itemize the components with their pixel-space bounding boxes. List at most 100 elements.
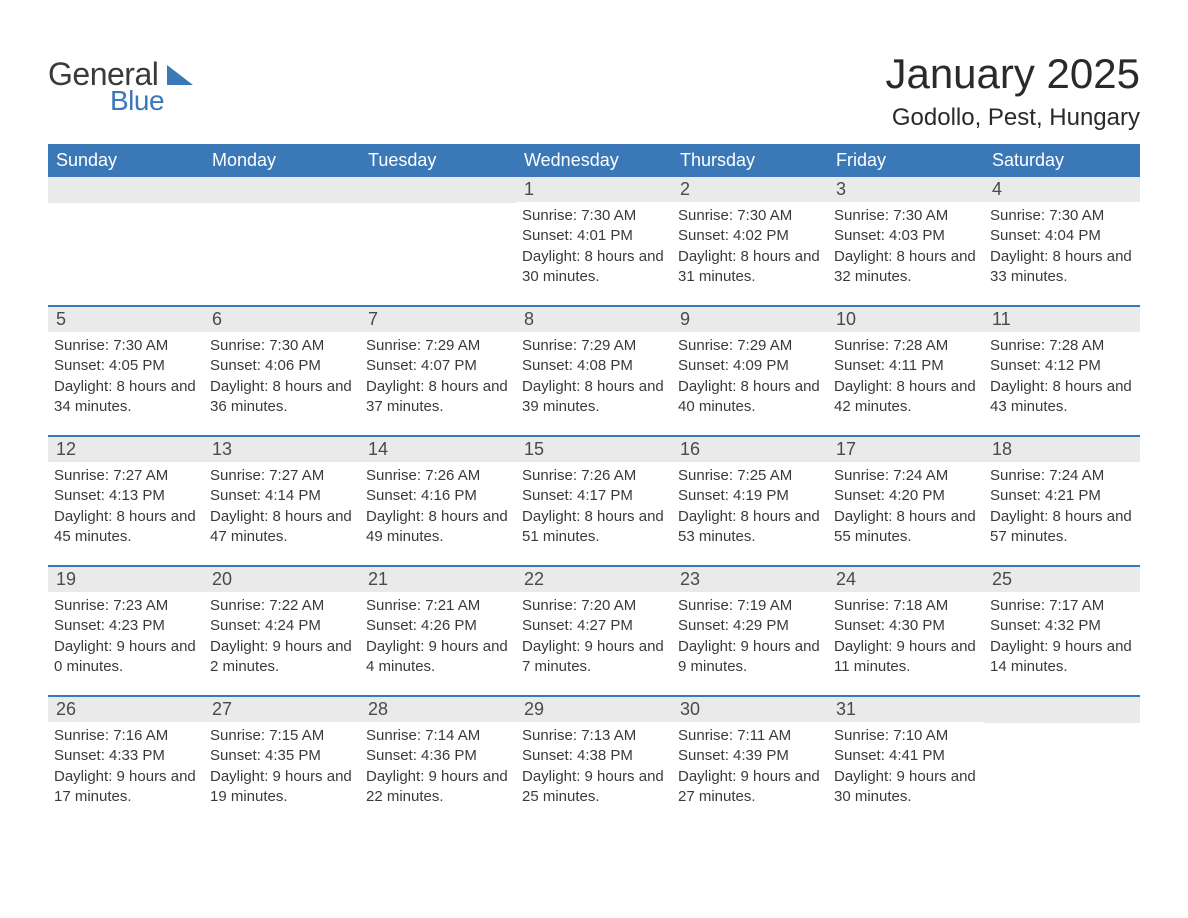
sunrise-line: Sunrise: 7:29 AM: [678, 336, 822, 356]
day-body: Sunrise: 7:13 AMSunset: 4:38 PMDaylight:…: [516, 722, 672, 813]
sunrise-line: Sunrise: 7:30 AM: [54, 336, 198, 356]
day-cell: 31Sunrise: 7:10 AMSunset: 4:41 PMDayligh…: [828, 697, 984, 825]
weekday-header-cell: Saturday: [984, 144, 1140, 177]
daylight-line: Daylight: 8 hours and 57 minutes.: [990, 507, 1134, 548]
weekday-header-cell: Friday: [828, 144, 984, 177]
sunset-line: Sunset: 4:38 PM: [522, 746, 666, 766]
daylight-line: Daylight: 8 hours and 34 minutes.: [54, 377, 198, 418]
day-body: Sunrise: 7:26 AMSunset: 4:17 PMDaylight:…: [516, 462, 672, 553]
day-body: Sunrise: 7:28 AMSunset: 4:12 PMDaylight:…: [984, 332, 1140, 423]
sunset-line: Sunset: 4:19 PM: [678, 486, 822, 506]
day-body: Sunrise: 7:28 AMSunset: 4:11 PMDaylight:…: [828, 332, 984, 423]
day-cell: [360, 177, 516, 305]
day-number: 12: [48, 437, 204, 462]
day-body: [360, 203, 516, 213]
calendar-page: General Blue January 2025 Godollo, Pest,…: [0, 0, 1188, 865]
day-cell: 27Sunrise: 7:15 AMSunset: 4:35 PMDayligh…: [204, 697, 360, 825]
daylight-line: Daylight: 9 hours and 30 minutes.: [834, 767, 978, 808]
sunset-line: Sunset: 4:02 PM: [678, 226, 822, 246]
daylight-line: Daylight: 8 hours and 49 minutes.: [366, 507, 510, 548]
daylight-line: Daylight: 8 hours and 31 minutes.: [678, 247, 822, 288]
day-body: Sunrise: 7:30 AMSunset: 4:01 PMDaylight:…: [516, 202, 672, 293]
week-row: 1Sunrise: 7:30 AMSunset: 4:01 PMDaylight…: [48, 177, 1140, 305]
sunset-line: Sunset: 4:01 PM: [522, 226, 666, 246]
sunrise-line: Sunrise: 7:30 AM: [678, 206, 822, 226]
day-body: [984, 723, 1140, 733]
day-body: Sunrise: 7:20 AMSunset: 4:27 PMDaylight:…: [516, 592, 672, 683]
sunrise-line: Sunrise: 7:15 AM: [210, 726, 354, 746]
day-body: Sunrise: 7:17 AMSunset: 4:32 PMDaylight:…: [984, 592, 1140, 683]
day-body: Sunrise: 7:24 AMSunset: 4:21 PMDaylight:…: [984, 462, 1140, 553]
sunset-line: Sunset: 4:07 PM: [366, 356, 510, 376]
sunset-line: Sunset: 4:09 PM: [678, 356, 822, 376]
day-cell: 4Sunrise: 7:30 AMSunset: 4:04 PMDaylight…: [984, 177, 1140, 305]
day-number: 13: [204, 437, 360, 462]
day-cell: 23Sunrise: 7:19 AMSunset: 4:29 PMDayligh…: [672, 567, 828, 695]
daylight-line: Daylight: 8 hours and 45 minutes.: [54, 507, 198, 548]
day-cell: 30Sunrise: 7:11 AMSunset: 4:39 PMDayligh…: [672, 697, 828, 825]
daylight-line: Daylight: 9 hours and 11 minutes.: [834, 637, 978, 678]
sunset-line: Sunset: 4:32 PM: [990, 616, 1134, 636]
sunset-line: Sunset: 4:26 PM: [366, 616, 510, 636]
day-cell: 1Sunrise: 7:30 AMSunset: 4:01 PMDaylight…: [516, 177, 672, 305]
day-body: Sunrise: 7:30 AMSunset: 4:06 PMDaylight:…: [204, 332, 360, 423]
day-number: [360, 177, 516, 203]
sunrise-line: Sunrise: 7:27 AM: [54, 466, 198, 486]
sunset-line: Sunset: 4:03 PM: [834, 226, 978, 246]
daylight-line: Daylight: 9 hours and 27 minutes.: [678, 767, 822, 808]
day-number: 28: [360, 697, 516, 722]
day-cell: 16Sunrise: 7:25 AMSunset: 4:19 PMDayligh…: [672, 437, 828, 565]
day-cell: 5 Sunrise: 7:30 AMSunset: 4:05 PMDaylight…: [48, 307, 204, 435]
day-body: Sunrise: 7:22 AMSunset: 4:24 PMDaylight:…: [204, 592, 360, 683]
sunrise-line: Sunrise: 7:13 AM: [522, 726, 666, 746]
daylight-line: Daylight: 8 hours and 37 minutes.: [366, 377, 510, 418]
day-number: 5: [48, 307, 204, 332]
day-number: 2: [672, 177, 828, 202]
day-cell: [48, 177, 204, 305]
day-cell: 9Sunrise: 7:29 AMSunset: 4:09 PMDaylight…: [672, 307, 828, 435]
header-row: General Blue January 2025 Godollo, Pest,…: [48, 50, 1140, 132]
calendar-grid: SundayMondayTuesdayWednesdayThursdayFrid…: [48, 144, 1140, 825]
day-cell: 14Sunrise: 7:26 AMSunset: 4:16 PMDayligh…: [360, 437, 516, 565]
day-body: Sunrise: 7:30 AMSunset: 4:04 PMDaylight:…: [984, 202, 1140, 293]
sunset-line: Sunset: 4:17 PM: [522, 486, 666, 506]
location-subtitle: Godollo, Pest, Hungary: [885, 104, 1140, 132]
day-cell: 11Sunrise: 7:28 AMSunset: 4:12 PMDayligh…: [984, 307, 1140, 435]
sunset-line: Sunset: 4:16 PM: [366, 486, 510, 506]
day-number: 19: [48, 567, 204, 592]
sunrise-line: Sunrise: 7:30 AM: [990, 206, 1134, 226]
sunrise-line: Sunrise: 7:16 AM: [54, 726, 198, 746]
day-number: 4: [984, 177, 1140, 202]
day-number: 11: [984, 307, 1140, 332]
weekday-header-row: SundayMondayTuesdayWednesdayThursdayFrid…: [48, 144, 1140, 177]
sunset-line: Sunset: 4:41 PM: [834, 746, 978, 766]
sunrise-line: Sunrise: 7:29 AM: [366, 336, 510, 356]
sunset-line: Sunset: 4:29 PM: [678, 616, 822, 636]
day-number: 15: [516, 437, 672, 462]
daylight-line: Daylight: 8 hours and 43 minutes.: [990, 377, 1134, 418]
day-body: Sunrise: 7:14 AMSunset: 4:36 PMDaylight:…: [360, 722, 516, 813]
day-cell: 12Sunrise: 7:27 AMSunset: 4:13 PMDayligh…: [48, 437, 204, 565]
sunset-line: Sunset: 4:11 PM: [834, 356, 978, 376]
sunrise-line: Sunrise: 7:30 AM: [210, 336, 354, 356]
day-cell: 22Sunrise: 7:20 AMSunset: 4:27 PMDayligh…: [516, 567, 672, 695]
daylight-line: Daylight: 9 hours and 17 minutes.: [54, 767, 198, 808]
daylight-line: Daylight: 8 hours and 53 minutes.: [678, 507, 822, 548]
sunset-line: Sunset: 4:05 PM: [54, 356, 198, 376]
day-cell: 24Sunrise: 7:18 AMSunset: 4:30 PMDayligh…: [828, 567, 984, 695]
sunrise-line: Sunrise: 7:26 AM: [522, 466, 666, 486]
daylight-line: Daylight: 8 hours and 55 minutes.: [834, 507, 978, 548]
sunset-line: Sunset: 4:36 PM: [366, 746, 510, 766]
day-cell: 13Sunrise: 7:27 AMSunset: 4:14 PMDayligh…: [204, 437, 360, 565]
sunrise-line: Sunrise: 7:30 AM: [834, 206, 978, 226]
day-number: 7: [360, 307, 516, 332]
day-body: [204, 203, 360, 213]
day-number: 8: [516, 307, 672, 332]
day-number: 24: [828, 567, 984, 592]
logo-triangle-icon: [167, 65, 193, 85]
daylight-line: Daylight: 9 hours and 25 minutes.: [522, 767, 666, 808]
day-cell: 18Sunrise: 7:24 AMSunset: 4:21 PMDayligh…: [984, 437, 1140, 565]
sunrise-line: Sunrise: 7:30 AM: [522, 206, 666, 226]
daylight-line: Daylight: 8 hours and 33 minutes.: [990, 247, 1134, 288]
daylight-line: Daylight: 8 hours and 40 minutes.: [678, 377, 822, 418]
